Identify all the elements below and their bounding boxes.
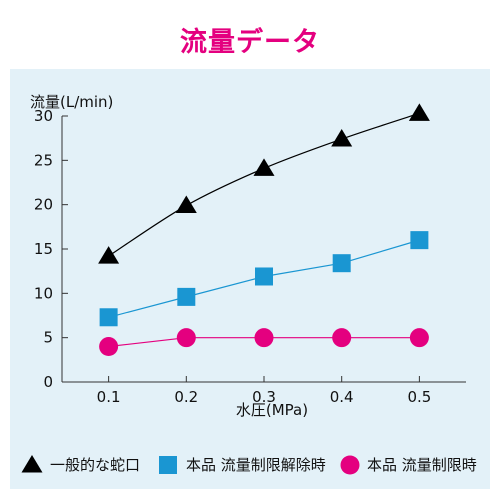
chart-panel [10,69,490,489]
y-tick-label: 30 [34,107,53,125]
data-point-circle [409,328,429,348]
legend-item-3: 本品 流量制限時 [340,455,477,475]
data-point-circle [176,328,196,348]
y-tick-label: 0 [43,373,53,391]
legend-label: 本品 流量制限時 [367,456,477,474]
x-tick-label: 0.4 [330,388,354,406]
legend-item-2: 本品 流量制限解除時 [159,456,326,474]
series-line [108,112,420,257]
y-tick-label: 25 [34,151,53,169]
legend-label: 一般的な蛇口 [50,456,140,474]
legend-marker-triangle [21,455,43,473]
x-tick-label: 0.2 [174,388,198,406]
chart-title: 流量データ [180,27,320,58]
y-tick-label: 15 [34,240,53,258]
x-axis-label: 水圧(MPa) [236,401,308,419]
series-1 [98,103,430,264]
legend-marker-square [159,456,177,474]
legend-marker-circle [340,455,360,475]
data-point-square [410,231,429,250]
series-2 [99,231,429,327]
data-point-triangle [253,158,275,176]
data-point-square [332,254,351,273]
data-point-square [255,267,273,286]
data-point-square [177,287,196,306]
data-point-circle [99,337,119,357]
legend-item-1: 一般的な蛇口 [21,455,140,474]
y-tick-label: 20 [34,196,53,214]
series-3 [99,328,429,357]
legend-label: 本品 流量制限解除時 [186,456,326,474]
x-tick-label: 0.1 [97,388,121,406]
y-tick-label: 10 [34,284,53,302]
y-axis-label: 流量(L/min) [30,93,113,111]
data-point-triangle [408,103,430,121]
x-tick-label: 0.5 [407,388,431,406]
data-point-circle [332,328,352,348]
y-tick-label: 5 [43,329,53,347]
x-tick-label: 0.3 [252,388,276,406]
data-point-triangle [331,129,353,147]
data-point-triangle [175,195,197,214]
data-point-circle [254,328,274,348]
data-point-triangle [98,246,120,264]
data-point-square [99,308,118,327]
